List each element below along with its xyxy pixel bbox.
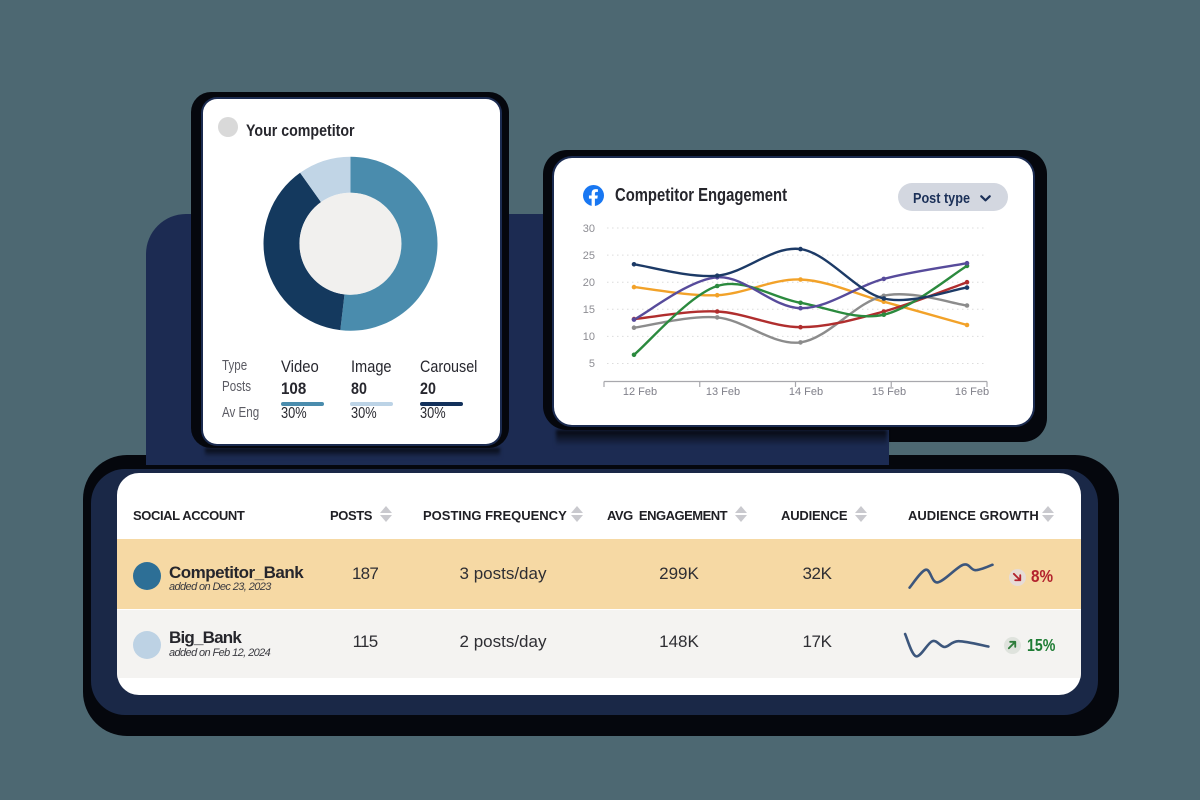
svg-text:15: 15 — [583, 304, 595, 316]
svg-text:16 Feb: 16 Feb — [955, 386, 989, 398]
svg-text:13 Feb: 13 Feb — [706, 386, 740, 398]
svg-text:12 Feb: 12 Feb — [623, 386, 657, 398]
svg-text:30: 30 — [583, 223, 595, 235]
svg-text:5: 5 — [589, 358, 595, 370]
svg-text:15 Feb: 15 Feb — [872, 386, 906, 398]
svg-text:25: 25 — [583, 250, 595, 262]
svg-text:20: 20 — [583, 277, 595, 289]
svg-text:14 Feb: 14 Feb — [789, 386, 823, 398]
svg-text:10: 10 — [583, 331, 595, 343]
